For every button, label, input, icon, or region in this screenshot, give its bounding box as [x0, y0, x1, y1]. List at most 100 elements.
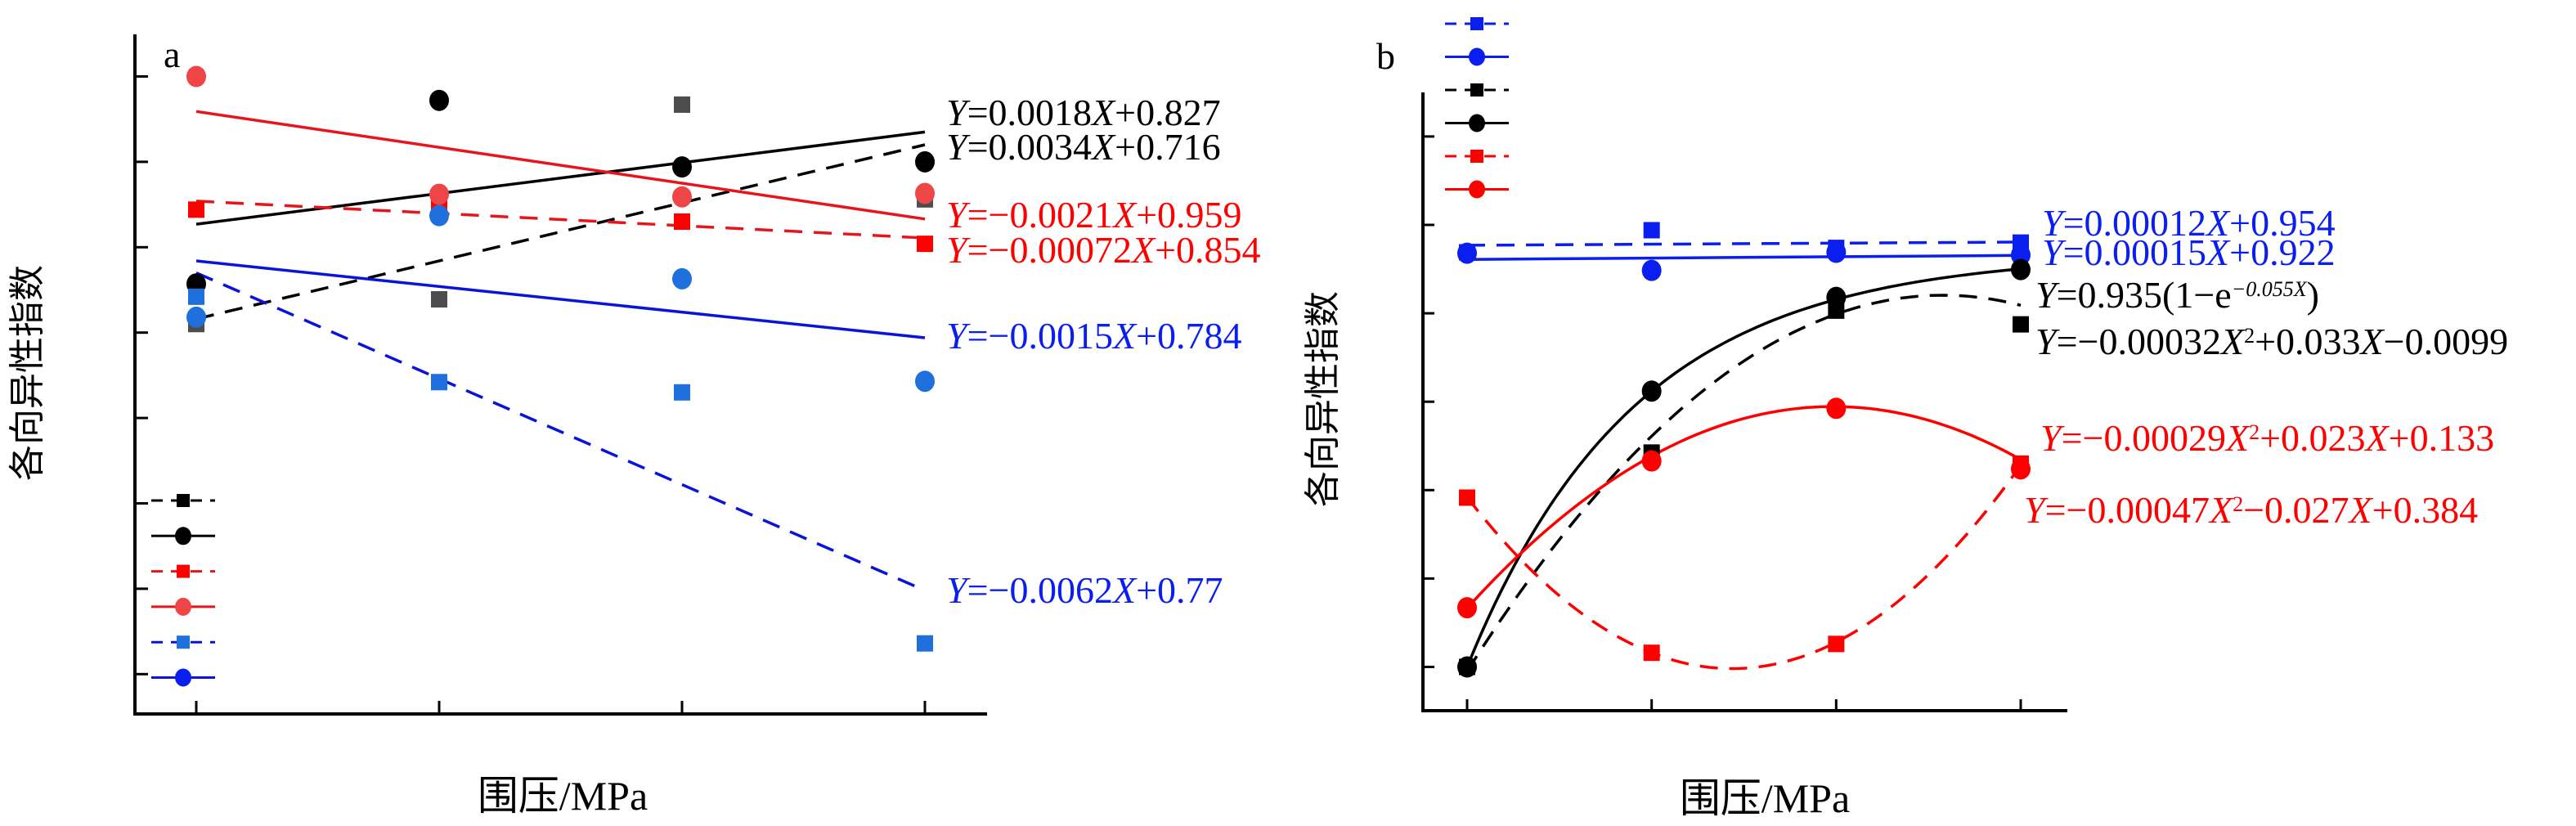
equation-part: X — [2205, 231, 2231, 273]
panel-b: b 各向异性指数 围压/MPa Y=0.00012X+0.954Y=0.0001… — [1302, 17, 2508, 821]
panel-a-equation-label: Y=0.0034X+0.716 — [946, 126, 1221, 168]
panel-a-legend-item — [151, 494, 215, 507]
equation-part: +0.77 — [1136, 569, 1223, 611]
panel-a-marker-circle — [429, 204, 449, 227]
equation-part: X — [2359, 321, 2385, 362]
panel-b-legend-item — [1445, 180, 1509, 199]
panel-a-marker-square — [917, 635, 933, 652]
panel-b-legend-circle-icon — [1469, 180, 1485, 199]
panel-b-equation-label: Y=−0.00032X2+0.033X−0.0099 — [2035, 321, 2508, 362]
panel-b-legend-square-icon — [1470, 17, 1483, 30]
equation-part: =0.0034 — [967, 126, 1092, 168]
panel-b-marker-circle — [1826, 241, 1847, 263]
panel-b-legend-square-icon — [1470, 83, 1483, 97]
panel-a-marker-circle — [915, 182, 935, 204]
panel-a-equation-label: Y=−0.0062X+0.77 — [946, 569, 1223, 611]
panel-a-marker-circle — [672, 267, 692, 290]
equation-part: X — [1111, 315, 1138, 357]
panel-b-marker-square — [1643, 644, 1660, 662]
equation-part: −0.055X — [2232, 277, 2308, 301]
panel-a-equation-label: Y=−0.00072X+0.854 — [946, 229, 1261, 271]
equation-part: +0.784 — [1136, 315, 1241, 357]
equation-part: =0.935(1−e — [2057, 274, 2232, 316]
panel-b-legend-circle-icon — [1469, 47, 1485, 66]
equation-part: +0.827 — [1115, 92, 1220, 133]
equation-part: Y — [946, 194, 971, 236]
equation-part: Y — [2035, 321, 2060, 362]
equation-part: +0.922 — [2229, 231, 2335, 273]
panel-a-legend-square-icon — [177, 635, 190, 649]
panel-b-fit-line-3 — [1465, 267, 2022, 668]
panel-b-fit-line-4 — [1465, 464, 2022, 671]
panel-b-marker-circle — [1826, 286, 1847, 308]
equation-part: ) — [2307, 274, 2319, 316]
equation-part: Y — [946, 92, 971, 133]
panel-a-marker-circle — [186, 65, 206, 88]
panel-a-equation-label: Y=−0.0015X+0.784 — [946, 315, 1242, 357]
equation-part: Y — [946, 126, 971, 168]
equation-part: X — [1090, 126, 1116, 168]
panel-b-legend-item — [1445, 47, 1509, 66]
panel-b-legend-square-icon — [1470, 150, 1483, 163]
equation-part: X — [1090, 92, 1116, 133]
equation-part: =−0.00029 — [2062, 417, 2226, 459]
equation-part: X — [2364, 417, 2390, 459]
panel-b-marker-square — [1459, 489, 1475, 506]
equation-part: X — [1111, 194, 1138, 236]
equation-part: X — [2205, 202, 2231, 244]
panel-a-legend-item — [151, 597, 215, 616]
equation-part: 2 — [2233, 492, 2243, 516]
panel-a-legend-item — [151, 564, 215, 578]
panel-b-marker-square — [1643, 222, 1660, 239]
equation-part: Y — [2042, 202, 2067, 244]
panel-a-fit-line-4 — [195, 271, 926, 592]
equation-part: X — [1111, 569, 1138, 611]
panel-a-legend-circle-icon — [175, 527, 191, 545]
panel-a-marker-circle — [672, 186, 692, 208]
equation-part: =−0.00047 — [2045, 489, 2210, 531]
panel-a: a 各向异性指数 围压/MPa Y=0.0018X+0.827Y=0.0034X… — [7, 34, 1261, 819]
equation-part: +0.954 — [2229, 202, 2335, 244]
panel-b-x-axis-title: 围压/MPa — [1680, 775, 1850, 821]
panel-b-legend-item — [1445, 114, 1509, 132]
panel-a-x-axis-title: 围压/MPa — [478, 773, 648, 819]
panel-a-marker-circle — [186, 306, 206, 328]
panel-b-marker-circle — [1457, 656, 1477, 678]
panel-b-equation-label: Y=0.00015X+0.922 — [2042, 231, 2336, 273]
panel-b-equation-label: Y=−0.00029X2+0.023X+0.133 — [2040, 417, 2494, 459]
equation-part: =0.00012 — [2063, 202, 2206, 244]
equation-part: Y — [946, 229, 971, 271]
panel-a-legend-square-icon — [177, 564, 190, 578]
equation-part: X — [2208, 489, 2234, 531]
equation-part: =0.00015 — [2063, 231, 2206, 273]
equation-part: =−0.00032 — [2057, 321, 2221, 362]
panel-a-y-axis-title: 各向异性指数 — [7, 265, 48, 481]
panel-a-marker-square — [674, 213, 690, 230]
panel-a-marker-square — [431, 290, 447, 308]
panel-a-legend-item — [151, 668, 215, 687]
panel-b-marker-circle — [2011, 258, 2031, 281]
equation-part: X — [2224, 417, 2251, 459]
equation-part: =−0.0015 — [967, 315, 1113, 357]
equation-part: +0.854 — [1155, 229, 1260, 271]
panel-a-fit-line-2 — [195, 200, 926, 240]
panel-b-legend-item — [1445, 150, 1509, 163]
equation-part: Y — [946, 569, 971, 611]
panel-a-legend-circle-icon — [175, 668, 191, 687]
equation-part: X — [2348, 489, 2374, 531]
panel-a-legend-item — [151, 527, 215, 545]
panel-b-marker-circle — [1457, 597, 1477, 619]
panel-b-equation-label: Y=−0.00047X2−0.027X+0.384 — [2024, 489, 2478, 531]
panel-b-equation-label: Y=0.00012X+0.954 — [2042, 202, 2336, 244]
panel-b-legend-item — [1445, 17, 1509, 30]
equation-part: =−0.0021 — [967, 194, 1113, 236]
panel-a-marker-square — [188, 288, 204, 305]
equation-part: =0.0018 — [967, 92, 1092, 133]
panel-b-marker-square — [1828, 635, 1845, 653]
equation-part: +0.033 — [2255, 321, 2360, 362]
panel-b-marker-circle — [1826, 397, 1847, 420]
panel-a-marker-square — [917, 236, 933, 253]
panel-a-marker-square — [431, 374, 447, 391]
panel-a-marker-circle — [672, 156, 692, 178]
